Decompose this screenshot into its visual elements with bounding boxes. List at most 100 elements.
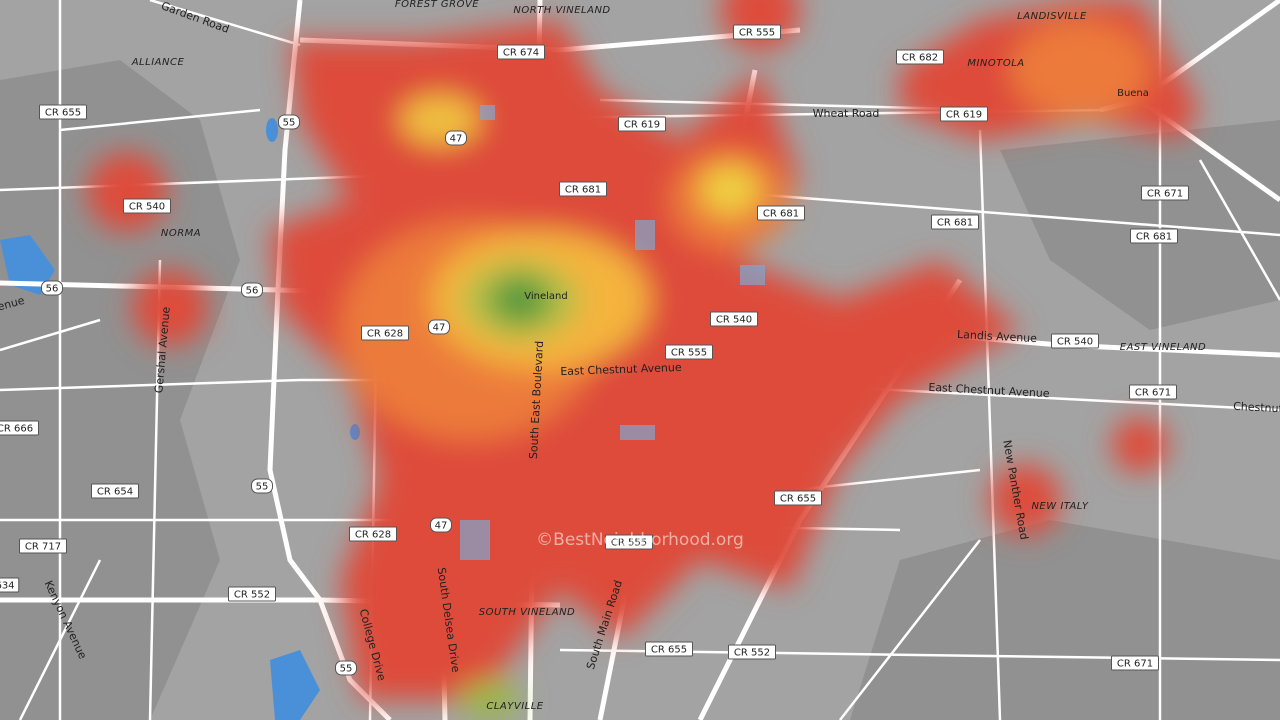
route-shield: 55 xyxy=(251,478,273,494)
route-shield: CR 552 xyxy=(228,586,276,602)
shield-label: 47 xyxy=(435,521,448,532)
route-shield: CR 655 xyxy=(645,641,693,657)
shield-label: CR 552 xyxy=(734,648,770,659)
shield-box xyxy=(497,44,545,60)
place-label: LANDISVILLE xyxy=(1017,11,1087,22)
route-shield: CR 555 xyxy=(605,534,653,550)
place-label: ALLIANCE xyxy=(131,57,185,68)
shield-box xyxy=(335,660,357,676)
shield-box xyxy=(733,24,781,40)
shield-box xyxy=(618,116,666,132)
shield-box xyxy=(710,311,758,327)
shield-box xyxy=(665,344,713,360)
route-shield: CR 655 xyxy=(774,490,822,506)
shield-box xyxy=(940,106,988,122)
shield-box xyxy=(41,280,63,296)
route-shield: CR 682 xyxy=(896,49,944,65)
shield-label: CR 628 xyxy=(367,329,403,340)
shield-box xyxy=(430,517,452,533)
shield-label: CR 682 xyxy=(902,53,938,64)
route-shield: CR 681 xyxy=(559,181,607,197)
route-shield: CR 671 xyxy=(1129,384,1177,400)
shield-box xyxy=(445,130,467,146)
shield-label: CR 619 xyxy=(624,120,660,131)
route-shield: CR 628 xyxy=(349,526,397,542)
route-shield: CR 681 xyxy=(1130,228,1178,244)
route-shield: CR 681 xyxy=(757,205,805,221)
shield-label: CR 540 xyxy=(129,202,165,213)
shield-label: CR 654 xyxy=(97,487,133,498)
shield-label: CR 666 xyxy=(0,424,33,435)
route-shield: CR 540 xyxy=(710,311,758,327)
shield-box xyxy=(559,181,607,197)
street-label: East Chestnut Avenue xyxy=(560,361,682,378)
shield-label: CR 681 xyxy=(937,218,973,229)
shield-label: CR 540 xyxy=(716,315,752,326)
shield-box xyxy=(1141,185,1189,201)
shield-label: CR 674 xyxy=(503,48,539,59)
shield-box xyxy=(1129,384,1177,400)
shield-label: CR 681 xyxy=(1136,232,1172,243)
shield-box xyxy=(19,538,67,554)
shield-box xyxy=(91,483,139,499)
shield-label: 47 xyxy=(450,134,463,145)
street-label: South East Boulevard xyxy=(527,341,546,460)
place-label: NEW ITALY xyxy=(1031,501,1088,512)
route-shield: CR 654 xyxy=(91,483,139,499)
route-shield: 55 xyxy=(278,114,300,130)
place-label: SOUTH VINELAND xyxy=(479,607,576,618)
shield-box xyxy=(774,490,822,506)
route-shield: CR 555 xyxy=(733,24,781,40)
route-shield: 56 xyxy=(41,280,63,296)
route-shield: 56 xyxy=(241,282,263,298)
shield-label: 47 xyxy=(433,323,446,334)
shield-label: CR 681 xyxy=(565,185,601,196)
place-label: MINOTOLA xyxy=(967,58,1024,69)
shield-box xyxy=(123,198,171,214)
shield-box xyxy=(0,420,39,436)
shield-box xyxy=(349,526,397,542)
shield-box xyxy=(241,282,263,298)
shield-box xyxy=(1111,655,1159,671)
shield-label: CR 671 xyxy=(1147,189,1183,200)
shield-label: CR 555 xyxy=(611,538,647,549)
route-shield: CR 671 xyxy=(1141,185,1189,201)
place-label: NORTH VINELAND xyxy=(513,5,610,16)
shield-label: CR 555 xyxy=(739,28,775,39)
place-label: Buena xyxy=(1117,88,1149,99)
shield-box xyxy=(0,577,20,593)
shield-box xyxy=(896,49,944,65)
shield-box xyxy=(278,114,300,130)
place-label: EAST VINELAND xyxy=(1120,342,1206,353)
hatched-areas xyxy=(460,105,765,560)
route-shield: 55 xyxy=(335,660,357,676)
shield-label: 56 xyxy=(246,286,259,297)
route-shield: CR 671 xyxy=(1111,655,1159,671)
place-label: CLAYVILLE xyxy=(486,701,543,712)
shield-box xyxy=(1130,228,1178,244)
shield-label: 55 xyxy=(340,664,353,675)
route-shield: CR 655 xyxy=(39,104,87,120)
shield-box xyxy=(931,214,979,230)
route-shield: CR 540 xyxy=(123,198,171,214)
route-shield: 47 xyxy=(445,130,467,146)
route-shield: 634 xyxy=(0,577,20,593)
shield-box xyxy=(605,534,653,550)
street-label: Landis Avenue xyxy=(957,328,1038,345)
shield-box xyxy=(251,478,273,494)
shield-label: CR 671 xyxy=(1135,388,1171,399)
route-shield: CR 619 xyxy=(618,116,666,132)
route-shield: CR 555 xyxy=(665,344,713,360)
shield-label: CR 717 xyxy=(25,542,61,553)
shield-box xyxy=(728,644,776,660)
shield-box xyxy=(361,325,409,341)
route-shield: CR 681 xyxy=(931,214,979,230)
route-shield: 47 xyxy=(428,319,450,335)
street-label: Chestnut xyxy=(1233,400,1280,416)
place-label: FOREST GROVE xyxy=(395,0,479,10)
shield-box xyxy=(428,319,450,335)
route-shield: CR 628 xyxy=(361,325,409,341)
route-shield: CR 619 xyxy=(940,106,988,122)
